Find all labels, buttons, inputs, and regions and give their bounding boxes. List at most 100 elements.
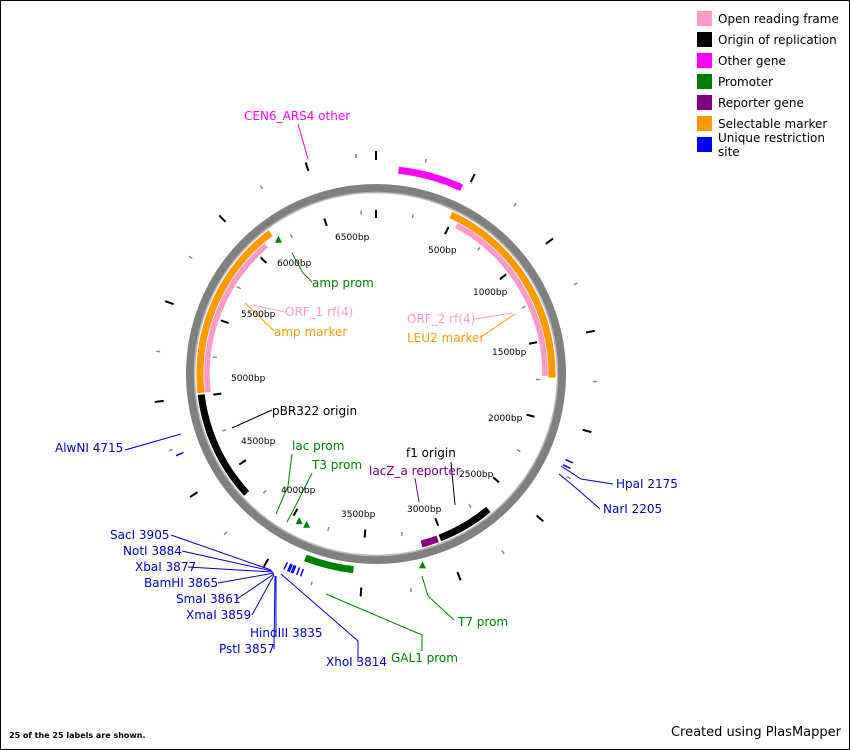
- site-tick-bamhi-3865: [290, 564, 296, 573]
- feature-pbr322-origin-arc: [197, 394, 250, 496]
- inner-tick: [400, 531, 403, 537]
- bp-label-3000: 3000bp: [407, 505, 442, 515]
- inner-tick: [411, 214, 415, 219]
- labels-shown-note: 25 of the 25 labels are shown.: [9, 731, 146, 740]
- site-label-noti: NotI 3884: [123, 544, 182, 558]
- label-leu2-marker: LEU2 marker: [407, 331, 484, 345]
- bp-label-3500: 3500bp: [341, 510, 376, 520]
- outer-tick: [456, 571, 462, 581]
- leader-amp-prom: [291, 252, 313, 283]
- inner-tick: [468, 503, 472, 508]
- site-label-xmai: XmaI 3859: [186, 608, 251, 622]
- legend-swatch-origin: [697, 32, 712, 47]
- outer-tick: [501, 550, 505, 555]
- leader-gal1-prom: [325, 593, 423, 651]
- bp-label-1000: 1000bp: [473, 288, 508, 298]
- legend-item-orf: Open reading frame: [697, 8, 847, 29]
- label-t3-prom: T3 prom: [311, 458, 362, 472]
- inner-tick: [323, 218, 328, 227]
- leader-cen6-ars4: [297, 123, 309, 160]
- leader-lac-prom: [275, 453, 293, 515]
- outer-tick: [189, 491, 199, 498]
- legend-swatch-selectable: [697, 116, 712, 131]
- leader-saci: [170, 534, 272, 571]
- leader-nari: [558, 473, 601, 510]
- bp-label-6000: 6000bp: [277, 259, 312, 269]
- label-orf2: ORF_2 rf(4): [407, 312, 475, 326]
- inner-tick: [499, 273, 507, 280]
- outer-tick: [566, 476, 572, 480]
- inner-tick: [521, 305, 526, 309]
- site-label-xhoi: XhoI 3814: [326, 655, 387, 669]
- feature-amp-marker-arrowhead: [196, 388, 206, 393]
- site-tick-xbai-3877: [288, 564, 293, 573]
- legend-label: Other gene: [718, 53, 786, 68]
- label-pbr322-origin: pBR322 origin: [272, 404, 357, 418]
- label-f1-origin: f1 origin: [406, 446, 456, 460]
- inner-tick: [444, 226, 450, 235]
- label-lac-prom: lac prom: [292, 439, 344, 453]
- inner-tick: [528, 341, 538, 345]
- site-tick-hpai-2175: [565, 458, 574, 464]
- plasmapper-credit: Created using PlasMapper: [670, 725, 841, 740]
- feature-amp-marker-arc: [196, 230, 273, 394]
- bp-label-4000: 4000bp: [281, 486, 316, 496]
- outer-tick: [535, 514, 544, 523]
- outer-tick: [164, 300, 175, 306]
- backbone-ring: [186, 184, 566, 564]
- label-amp-prom: amp prom: [312, 276, 374, 290]
- site-tick-psti-3857: [291, 565, 297, 574]
- outer-tick: [188, 255, 193, 260]
- bp-label-2000: 2000bp: [488, 414, 523, 424]
- site-label-hpai: HpaI 2175: [616, 477, 678, 491]
- feature-lac-prom-marker: [295, 517, 303, 525]
- bp-label-4500: 4500bp: [241, 437, 276, 447]
- label-t7-prom: T7 prom: [457, 615, 508, 629]
- leader-bamhi: [217, 572, 275, 584]
- inner-tick: [213, 392, 222, 396]
- feature-orf-1-rf-4-arc: [204, 243, 269, 393]
- legend: Open reading frame Origin of replication…: [697, 8, 847, 159]
- leader-psti: [273, 575, 276, 650]
- feature-cen6-ars4-other-arc: [398, 166, 464, 191]
- bp-label-5000: 5000bp: [231, 374, 266, 384]
- outer-tick: [359, 587, 363, 597]
- site-label-nari: NarI 2205: [603, 502, 662, 516]
- leader-alwni: [124, 433, 182, 451]
- inner-tick: [327, 526, 330, 531]
- legend-item-selectable: Selectable marker: [697, 113, 847, 134]
- leader-f1-origin: [450, 461, 456, 506]
- outer-tick: [168, 448, 173, 452]
- outer-tick: [218, 214, 227, 223]
- inner-tick: [259, 256, 268, 264]
- outer-tick: [513, 202, 517, 207]
- bp-label-2500: 2500bp: [459, 470, 494, 480]
- feature-f1-origin-arc: [438, 506, 491, 542]
- legend-swatch-restriction: [697, 137, 712, 152]
- feature-orf-2-rf-4-arrowhead: [541, 372, 549, 376]
- leader-t7-prom: [421, 575, 455, 621]
- outer-tick: [259, 185, 264, 190]
- leader-amp-marker: [244, 302, 275, 332]
- legend-label: Origin of replication: [718, 32, 837, 47]
- site-tick-saci-3905: [283, 561, 289, 570]
- label-amp-marker: amp marker: [274, 325, 347, 339]
- legend-item-promoter: Promoter: [697, 71, 847, 92]
- outer-tick: [573, 282, 578, 286]
- inner-tick: [238, 459, 247, 466]
- legend-item-reporter: Reporter gene: [697, 92, 847, 113]
- legend-item-other-gene: Other gene: [697, 50, 847, 71]
- inner-tick: [289, 233, 293, 239]
- outer-tick: [469, 173, 476, 183]
- label-gal1-prom: GAL1 prom: [391, 651, 458, 665]
- backbone-ring-inner-edge: [193, 191, 559, 557]
- legend-label: Promoter: [718, 74, 774, 89]
- site-label-smai: SmaI 3861: [176, 592, 241, 606]
- inner-tick: [262, 489, 267, 494]
- site-tick-alwni-4715: [175, 451, 184, 457]
- inner-tick: [220, 319, 229, 325]
- outer-tick: [223, 531, 228, 536]
- outer-tick: [310, 581, 313, 586]
- leader-noti: [181, 550, 273, 572]
